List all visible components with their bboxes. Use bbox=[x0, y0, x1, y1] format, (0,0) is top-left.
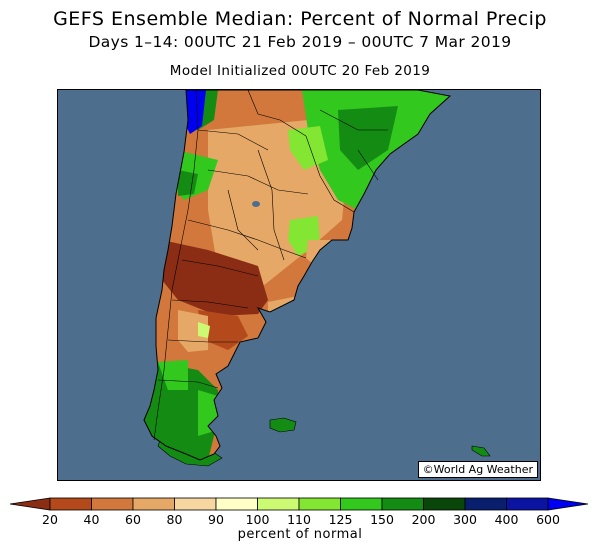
model-init-label: Model Initialized 00UTC 20 Feb 2019 bbox=[169, 63, 431, 79]
legend-swatch bbox=[423, 497, 466, 511]
legend-tick-label: 40 bbox=[84, 512, 100, 526]
legend-tick-label: 110 bbox=[287, 512, 311, 526]
legend-tick-label: 90 bbox=[208, 512, 224, 526]
legend-swatch bbox=[381, 497, 424, 511]
credit-label: ©World Ag Weather bbox=[417, 461, 538, 478]
legend-tick-label: 300 bbox=[453, 512, 477, 526]
legend-tick-label: 20 bbox=[42, 512, 58, 526]
color-legend: 20 40 60 80 90 100 110 125 150 200 300 400 600 bbox=[9, 497, 589, 526]
political-borders bbox=[153, 90, 388, 441]
lake bbox=[252, 201, 260, 207]
legend-swatch-low bbox=[9, 497, 51, 511]
legend-swatch bbox=[298, 497, 341, 511]
legend-tick-label: 150 bbox=[370, 512, 394, 526]
legend-tick-label: 60 bbox=[125, 512, 141, 526]
legend-swatch bbox=[340, 497, 383, 511]
map-canvas bbox=[58, 90, 540, 480]
falkland-islands bbox=[269, 417, 297, 433]
legend-swatch-high bbox=[547, 497, 589, 511]
legend-swatch bbox=[91, 497, 134, 511]
coastline bbox=[143, 90, 452, 461]
chart-subtitle: Days 1–14: 00UTC 21 Feb 2019 – 00UTC 7 M… bbox=[88, 33, 512, 51]
legend-swatch bbox=[257, 497, 300, 511]
legend-tick-label: 200 bbox=[412, 512, 436, 526]
chart-title: GEFS Ensemble Median: Percent of Normal … bbox=[53, 8, 547, 30]
south-georgia bbox=[471, 445, 491, 457]
legend-tick-label: 80 bbox=[167, 512, 183, 526]
legend-swatch bbox=[49, 497, 92, 511]
legend-tick-label: 125 bbox=[329, 512, 353, 526]
precip-map: ©World Ag Weather bbox=[57, 89, 541, 481]
legend-title: percent of normal bbox=[237, 527, 363, 542]
legend-swatch bbox=[464, 497, 507, 511]
legend-tick-label: 600 bbox=[536, 512, 560, 526]
legend-swatch bbox=[506, 497, 549, 511]
legend-swatch bbox=[174, 497, 217, 511]
legend-swatch bbox=[215, 497, 258, 511]
legend-swatch bbox=[132, 497, 175, 511]
legend-tick-label: 100 bbox=[246, 512, 270, 526]
legend-tick-label: 400 bbox=[495, 512, 519, 526]
